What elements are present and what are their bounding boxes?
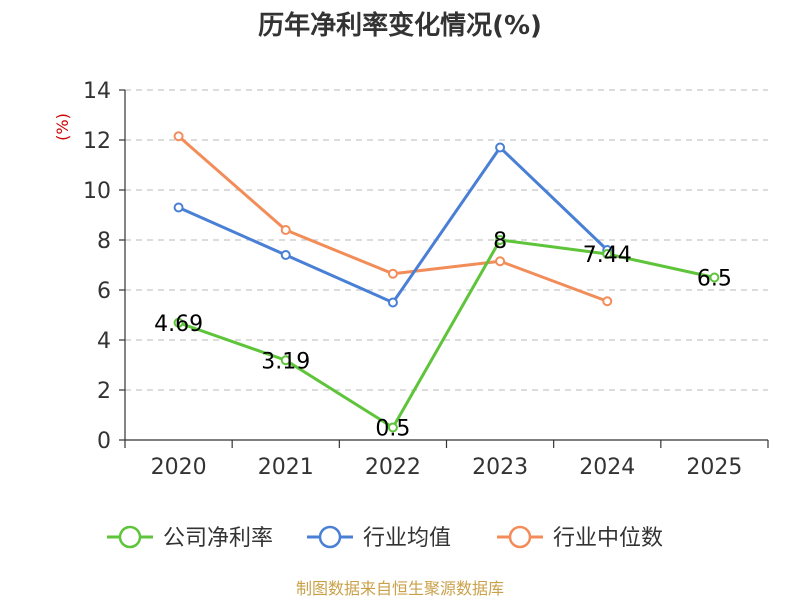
data-point bbox=[173, 317, 184, 328]
data-label: 4.69 bbox=[154, 312, 203, 337]
x-tick-label: 2023 bbox=[472, 455, 528, 480]
series-lines bbox=[173, 131, 720, 433]
data-point bbox=[280, 355, 291, 366]
data-point bbox=[495, 235, 506, 245]
y-tick-label: 10 bbox=[83, 179, 111, 204]
data-label: 6.5 bbox=[697, 267, 732, 292]
data-point bbox=[387, 422, 398, 433]
data-point bbox=[495, 142, 506, 153]
y-tick-label: 2 bbox=[97, 379, 111, 404]
x-tick-label: 2025 bbox=[686, 455, 742, 480]
data-labels: 4.69 3.19 0.5 8 7.44 6.5 bbox=[154, 229, 732, 442]
y-tick-label: 8 bbox=[97, 229, 111, 254]
legend-marker bbox=[118, 525, 142, 549]
data-point bbox=[495, 256, 506, 267]
legend-label: 行业均值 bbox=[363, 526, 451, 551]
legend-item[interactable]: 公司净利率 bbox=[107, 525, 273, 551]
legend-label: 公司净利率 bbox=[163, 526, 273, 551]
legend-item[interactable]: 行业均值 bbox=[307, 525, 451, 551]
y-tick-label: 14 bbox=[83, 79, 111, 104]
x-tick-label: 2024 bbox=[579, 455, 635, 480]
data-label: 3.19 bbox=[261, 349, 310, 374]
y-tick-label: 6 bbox=[97, 279, 111, 304]
data-label: 0.5 bbox=[375, 417, 410, 442]
source-note: 制图数据来自恒生聚源数据库 bbox=[296, 579, 504, 598]
axes: 0 2 4 6 8 10 12 14 2020 2021 2022 2023 2024 2025 bbox=[83, 79, 769, 480]
data-point bbox=[602, 296, 613, 307]
chart-title: 历年净利率变化情况(%) bbox=[258, 10, 542, 41]
legend-marker bbox=[508, 525, 532, 549]
data-point bbox=[280, 250, 291, 260]
x-tick-label: 2022 bbox=[365, 455, 421, 480]
y-tick-label: 12 bbox=[83, 129, 111, 154]
data-point bbox=[387, 297, 398, 308]
x-tick-label: 2021 bbox=[258, 455, 314, 480]
y-tick-label: 4 bbox=[97, 329, 111, 354]
data-point bbox=[602, 249, 613, 259]
y-axis-unit: (%) bbox=[53, 113, 72, 141]
data-label: 8 bbox=[493, 229, 507, 254]
y-tick-label: 0 bbox=[97, 429, 111, 454]
data-point bbox=[173, 202, 184, 213]
data-point bbox=[709, 272, 720, 283]
legend-label: 行业中位数 bbox=[553, 526, 663, 551]
data-point bbox=[387, 268, 398, 279]
legend-item[interactable]: 行业中位数 bbox=[497, 525, 663, 551]
grid-lines bbox=[125, 89, 768, 391]
series-line bbox=[177, 146, 609, 304]
legend-marker bbox=[318, 525, 342, 549]
x-tick-label: 2020 bbox=[151, 455, 207, 480]
data-point bbox=[173, 131, 184, 142]
legend[interactable]: 公司净利率 行业均值 行业中位数 bbox=[107, 525, 663, 551]
data-point bbox=[280, 225, 291, 235]
data-label: 7.44 bbox=[583, 243, 632, 268]
series-line bbox=[177, 238, 716, 429]
